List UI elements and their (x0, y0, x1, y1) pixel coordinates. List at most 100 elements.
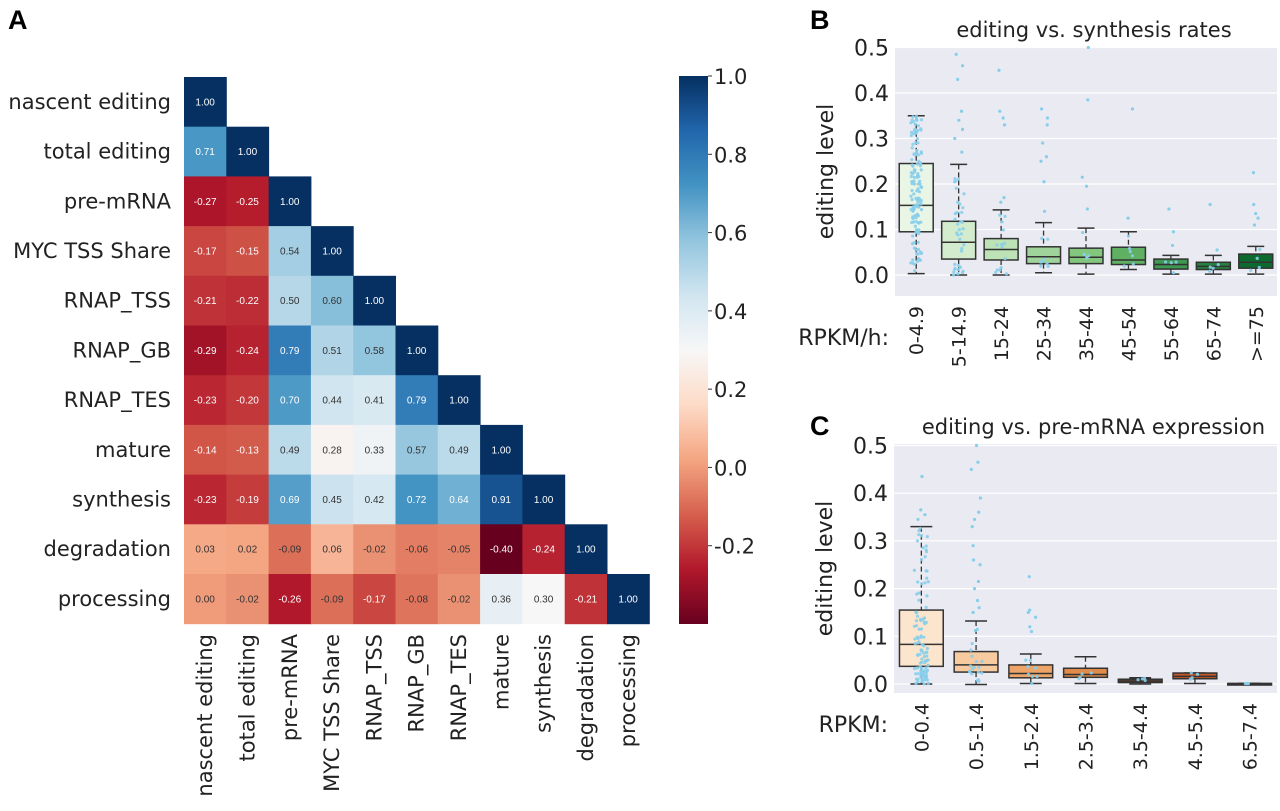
outlier-point (972, 517, 977, 522)
heatmap-cell (268, 325, 312, 376)
y-tick-label: 0.1 (854, 219, 889, 244)
heatmap-cell-value: 1.00 (365, 296, 385, 307)
data-point (961, 227, 965, 231)
outlier-point (971, 610, 975, 615)
heatmap-column-label: RNAP_TES (447, 634, 472, 741)
data-point (958, 202, 962, 206)
x-category-label: 3.5-4.4 (1130, 703, 1152, 770)
heatmap-column-label: total editing (235, 634, 259, 762)
heatmap-cell (395, 424, 439, 476)
heatmap-cell (226, 126, 270, 177)
data-point (1257, 265, 1261, 270)
data-point (909, 170, 913, 175)
colorbar-tick-label: 1.0 (714, 65, 747, 89)
heatmap-cell-value: 0.64 (449, 495, 469, 506)
data-point (914, 220, 918, 224)
heatmap-cell-value: 1.00 (576, 545, 596, 556)
heatmap-cell-value: 1.00 (492, 445, 512, 456)
outlier-point (1130, 107, 1135, 111)
colorbar-tick-label: 0.0 (714, 456, 747, 480)
data-point (1035, 674, 1039, 679)
y-tick-label: 0.2 (853, 578, 888, 603)
data-point (915, 539, 920, 543)
data-point (911, 215, 915, 219)
data-point (909, 121, 913, 125)
data-point (920, 657, 924, 661)
outlier-point (1001, 116, 1005, 120)
box (1062, 656, 1109, 685)
data-point (925, 550, 929, 554)
data-point (953, 180, 957, 184)
heatmap-cell-value: -0.13 (236, 445, 259, 456)
data-point (1258, 247, 1262, 252)
heatmap-cell (310, 574, 354, 625)
heatmap-column-label: nascent editing (193, 634, 217, 797)
x-category-label: 0-0.4 (911, 703, 933, 752)
data-point (915, 230, 919, 234)
heatmap-cell (353, 474, 396, 525)
data-point (922, 635, 926, 639)
outlier-point (974, 443, 979, 448)
data-point (968, 664, 973, 668)
data-point (953, 266, 957, 271)
heatmap-cell (184, 375, 227, 426)
outlier-point (976, 579, 981, 584)
data-point (916, 187, 920, 191)
heatmap-row-label: pre-mRNA (64, 189, 172, 213)
data-point (956, 177, 961, 181)
heatmap-cell (310, 375, 354, 426)
data-point (975, 627, 980, 631)
data-point (918, 652, 922, 656)
outlier-point (1033, 615, 1038, 619)
data-point (1001, 228, 1006, 232)
data-point (976, 670, 981, 674)
outlier-point (1167, 207, 1171, 211)
data-point (916, 182, 920, 186)
data-point (1136, 678, 1140, 682)
data-point (918, 526, 922, 530)
outlier-point (997, 68, 1001, 72)
outlier-point (1126, 216, 1130, 220)
colorbar: 1.0 0.8 0.6 0.4 0.2 0.0 -0.2 (679, 65, 755, 624)
heatmap-cell-value: 1.00 (449, 396, 469, 407)
box (1117, 676, 1163, 685)
data-point (919, 649, 924, 653)
data-point (1216, 262, 1220, 267)
heatmap-cell-value: 0.70 (280, 396, 300, 407)
heatmap-row-label: total editing (44, 140, 172, 164)
data-point (915, 162, 919, 166)
heatmap-cell (268, 424, 312, 476)
data-point (956, 233, 960, 237)
heatmap-cell-value: 1.00 (534, 495, 554, 506)
heatmap-cell (184, 524, 227, 575)
heatmap-cell (310, 275, 354, 326)
data-point (915, 666, 919, 670)
data-point (917, 533, 921, 537)
y-tick-label: 0.4 (854, 82, 889, 107)
data-point (913, 269, 917, 273)
heatmap-cell-value: -0.08 (405, 594, 428, 605)
data-point (1208, 265, 1212, 269)
outlier-point (1084, 184, 1089, 188)
x-category-label: 65-74 (1203, 306, 1225, 361)
heatmap-cell (564, 574, 608, 625)
outlier-point (1041, 141, 1045, 145)
heatmap-cell-value: -0.14 (194, 445, 217, 456)
box (1172, 671, 1218, 685)
data-point (1039, 264, 1043, 268)
heatmap-column-label: MYC TSS Share (320, 634, 344, 792)
heatmap-cell (353, 375, 396, 426)
outlier-point (1042, 180, 1046, 184)
outlier-point (1170, 243, 1175, 248)
data-point (919, 168, 923, 172)
heatmap-cell (226, 325, 270, 376)
outlier-point (977, 606, 981, 610)
outlier-point (999, 200, 1003, 204)
heatmap-cell (184, 325, 227, 376)
heatmap-row-label: mature (95, 438, 171, 462)
data-point (1000, 245, 1004, 249)
heatmap-row-label: nascent editing (8, 90, 171, 114)
data-point (922, 678, 927, 682)
data-point (925, 646, 929, 651)
data-point (925, 576, 929, 580)
